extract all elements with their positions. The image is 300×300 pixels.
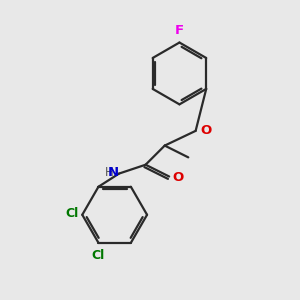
- Text: H: H: [104, 166, 113, 178]
- Text: Cl: Cl: [92, 249, 105, 262]
- Text: O: O: [172, 172, 183, 184]
- Text: O: O: [200, 124, 211, 137]
- Text: F: F: [175, 24, 184, 37]
- Text: N: N: [108, 166, 119, 178]
- Text: Cl: Cl: [65, 207, 79, 220]
